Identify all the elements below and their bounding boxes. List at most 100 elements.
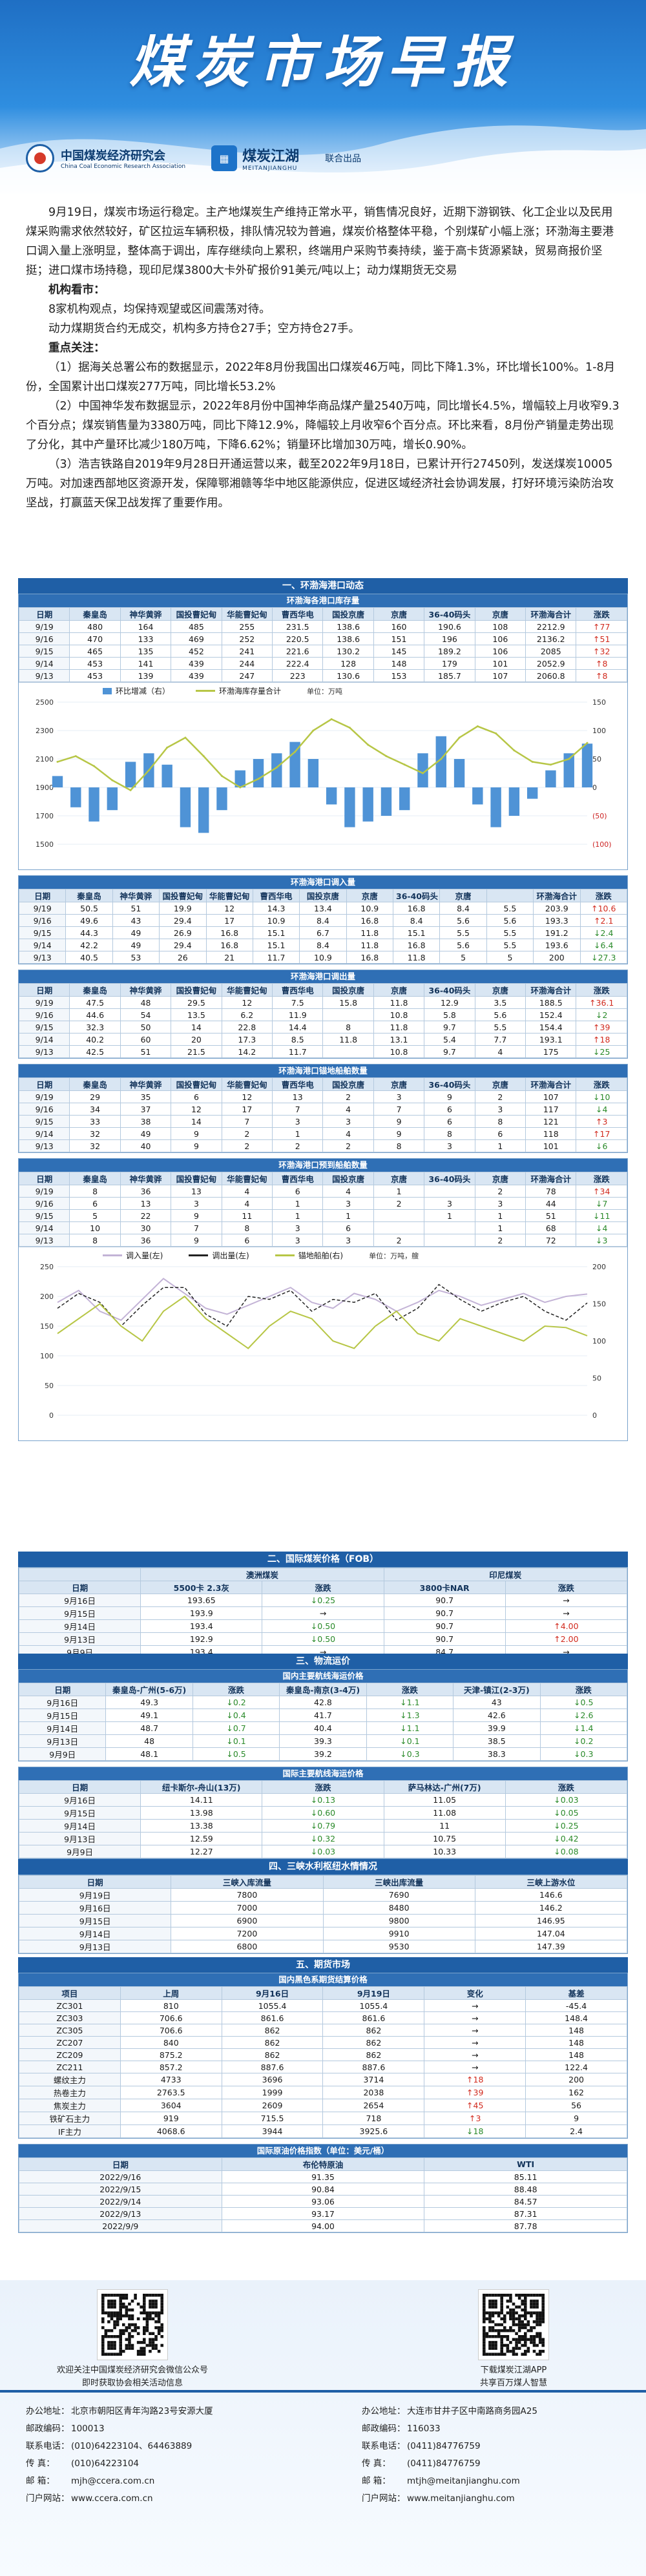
table-cell xyxy=(424,1234,475,1247)
chart-unit: 单位：万吨 xyxy=(307,687,343,696)
table-cell: 10.8 xyxy=(373,1008,425,1021)
table-row: 焦炭主力 3604 2609 2654 ↑45 56 xyxy=(19,2099,627,2112)
column-header: 京唐 xyxy=(373,983,425,997)
row-date-cell: 9/13 xyxy=(18,1234,70,1247)
table-cell: 6800 xyxy=(171,1940,324,1953)
data-point xyxy=(367,743,370,746)
column-header: 曹西华电 xyxy=(272,983,324,997)
table-cell: 51 xyxy=(112,902,160,915)
table-row: 9/14 453 141 439 244 222.4 128 148 179 101 2052.9 ↑… xyxy=(18,657,627,670)
table-cell: 7000 xyxy=(171,1901,324,1915)
column-header: 日期 xyxy=(18,889,67,902)
section-title: 二、国际煤炭价格（FOB） xyxy=(18,1552,628,1567)
column-header: 京唐 xyxy=(373,607,425,621)
contact-line: 传 真： (0411)84776759 xyxy=(362,2458,481,2469)
table-cell: ↑4.00 xyxy=(505,1619,628,1633)
table-cell: ↓2.6 xyxy=(539,1709,628,1722)
table-cell: 11.9 xyxy=(272,1008,324,1021)
table-cell: 11 xyxy=(383,1819,506,1833)
contact-line: 联系电话： (0411)84776759 xyxy=(362,2441,481,2451)
table-cell: 49.1 xyxy=(105,1709,193,1722)
table-cell: 3 xyxy=(424,1197,475,1210)
port-inflow-table: 日期 秦皇岛 神华黄骅 国投曹妃甸 华能曹妃甸 曹西华电 国投京唐 京唐 36-40码头 京唐 环渤… xyxy=(18,889,627,964)
intro-paragraph: 9月19日，煤炭市场运行稳定。主产地煤炭生产维持正常水平，销售情况良好，近期下游… xyxy=(26,206,614,277)
data-point xyxy=(513,749,516,752)
table-cell: 5.8 xyxy=(424,1008,475,1021)
column-header: 涨跌 xyxy=(576,983,627,997)
table-cell xyxy=(322,1045,374,1058)
table-cell: 30 xyxy=(120,1221,172,1234)
banner-wave-decoration xyxy=(0,125,646,194)
table-row: 9月15日 6900 9800 146.95 xyxy=(18,1914,628,1927)
table-cell: 101 xyxy=(474,657,526,670)
table-row: 9月14日 13.38 ↓0.79 11 ↓0.25 xyxy=(18,1819,628,1833)
table-cell: ↑77 xyxy=(576,620,627,633)
table-row: 9月16日 49.3 ↓0.2 42.8 ↓1.1 43 ↓0.5 xyxy=(18,1696,628,1709)
table-cell: 42.8 xyxy=(279,1696,367,1709)
table-cell: 12.59 xyxy=(140,1832,263,1845)
table-cell: 8 xyxy=(69,1234,121,1247)
chart-bar xyxy=(490,787,501,827)
column-header: 京唐 xyxy=(474,607,526,621)
row-date-cell: 9/15 xyxy=(18,1115,70,1128)
chart-bar xyxy=(399,787,410,811)
column-header: 华能曹妃甸 xyxy=(221,1077,273,1091)
data-point xyxy=(239,786,242,789)
wechat-qr-code[interactable] xyxy=(97,2289,168,2360)
table-cell: 861.6 xyxy=(221,2011,324,2024)
port-inflow-box: 环渤海港口调入量 日期 秦皇岛 神华黄骅 国投曹妃甸 华能曹妃甸 曹西华电 国投京唐 京唐 36… xyxy=(18,875,628,964)
table-row: 9月19日 7800 7690 146.6 xyxy=(18,1888,628,1902)
table-header-row: 日期 布伦特原油 WTI xyxy=(19,2157,627,2171)
table-cell: 11 xyxy=(221,1209,273,1222)
table-cell: 49.3 xyxy=(105,1696,193,1709)
table-cell: 12 xyxy=(171,1103,222,1116)
row-date-cell: 9月16日 xyxy=(18,1696,107,1709)
column-header: 项目 xyxy=(19,1986,121,2000)
table-cell: 200 xyxy=(533,951,581,964)
table-cell: 6.7 xyxy=(299,926,347,939)
table-cell: → xyxy=(424,1999,526,2012)
row-date-cell: 9/15 xyxy=(18,1209,70,1222)
column-header: 36-40码头 xyxy=(424,1077,475,1091)
table-cell: 13.38 xyxy=(140,1819,263,1833)
table-cell: ↑18 xyxy=(576,1033,627,1046)
table-cell: 6 xyxy=(424,1115,475,1128)
table-cell: 9 xyxy=(525,2112,627,2125)
table-cell: 29 xyxy=(69,1090,121,1103)
table-cell: 9910 xyxy=(322,1927,475,1940)
row-date-cell: ZC207 xyxy=(19,2036,121,2049)
table-cell: 9 xyxy=(171,1139,222,1152)
column-header: 涨跌 xyxy=(576,1172,627,1185)
table-cell: ↓0.79 xyxy=(262,1819,384,1833)
table-cell: ↑10.6 xyxy=(579,902,627,915)
row-date-cell: 螺纹主力 xyxy=(19,2073,121,2086)
chart-bar xyxy=(70,787,81,807)
table-cell: 2763.5 xyxy=(120,2086,222,2099)
table-row: 9月13日 48 ↓0.1 39.3 ↓0.1 38.5 ↓0.2 xyxy=(18,1734,628,1748)
column-header: 京唐 xyxy=(373,1172,425,1185)
table-cell: 106 xyxy=(474,632,526,645)
app-qr-code[interactable] xyxy=(478,2289,549,2360)
table-row: 9/16 44.6 54 13.5 6.2 11.9 10.8 5.8 5.6 152.4 ↓2 xyxy=(18,1008,627,1021)
table-cell: 16.8 xyxy=(205,926,253,939)
table-cell xyxy=(424,1185,475,1198)
table-cell: 90.7 xyxy=(383,1632,506,1646)
table-cell: 193.65 xyxy=(140,1594,263,1607)
row-date-cell: 2022/9/16 xyxy=(19,2170,222,2183)
table-cell: 3696 xyxy=(221,2073,324,2086)
table-cell: 3604 xyxy=(120,2099,222,2112)
table-cell: 13.5 xyxy=(171,1008,222,1021)
chart-bar xyxy=(125,762,136,787)
table-cell: 12 xyxy=(221,996,273,1009)
table-cell: ↓0.3 xyxy=(539,1747,628,1761)
table-cell: 5.6 xyxy=(439,939,487,951)
table-cell: 1 xyxy=(373,1185,425,1198)
table-cell: 51 xyxy=(525,1209,577,1222)
table-cell: 9.7 xyxy=(424,1021,475,1034)
table-cell: ↓0.13 xyxy=(262,1793,384,1807)
column-header: 京唐 xyxy=(474,983,526,997)
table-cell: 220.5 xyxy=(272,632,324,645)
table-cell: 72 xyxy=(525,1234,577,1247)
table-cell: 50 xyxy=(120,1021,172,1034)
table-cell: 130.6 xyxy=(322,669,374,682)
